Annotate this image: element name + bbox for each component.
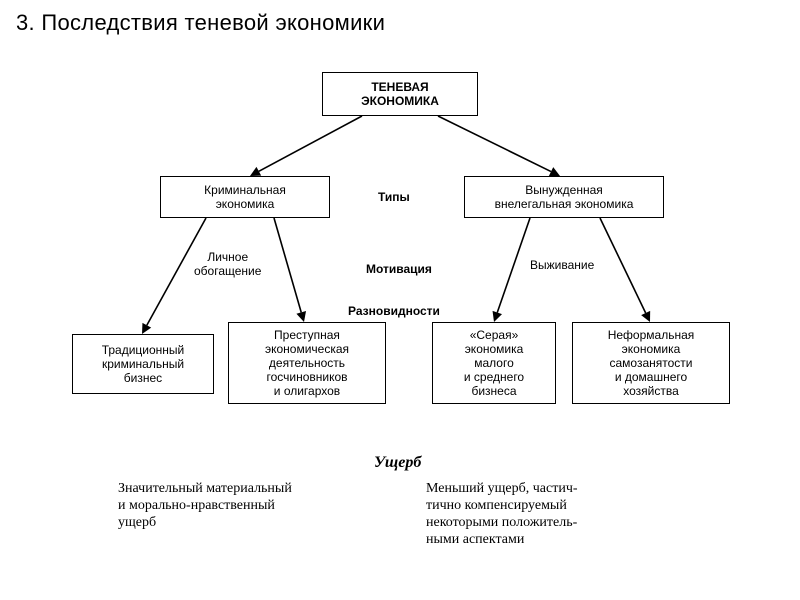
- node-root: ТЕНЕВАЯЭКОНОМИКА: [322, 72, 478, 116]
- node-leaf-2-label: Преступнаяэкономическаядеятельностьгосчи…: [265, 328, 349, 399]
- label-motivation-b: Выживание: [530, 258, 594, 272]
- node-type-forced: Вынужденнаявнелегальная экономика: [464, 176, 664, 218]
- damage-text-right: Меньший ущерб, частич-тично компенсируем…: [426, 480, 706, 548]
- label-motivation-a: Личноеобогащение: [194, 250, 261, 278]
- node-leaf-2: Преступнаяэкономическаядеятельностьгосчи…: [228, 322, 386, 404]
- label-motivation: Мотивация: [366, 262, 432, 276]
- node-leaf-1: Традиционныйкриминальныйбизнес: [72, 334, 214, 394]
- node-root-label: ТЕНЕВАЯЭКОНОМИКА: [361, 80, 439, 108]
- label-types: Типы: [378, 190, 410, 204]
- node-leaf-3: «Серая»экономикамалогои среднегобизнеса: [432, 322, 556, 404]
- node-leaf-3-label: «Серая»экономикамалогои среднегобизнеса: [464, 328, 524, 399]
- node-leaf-4-label: Неформальнаяэкономикасамозанятостии дома…: [608, 328, 695, 399]
- node-type-criminal-label: Криминальнаяэкономика: [204, 183, 286, 211]
- label-variety: Разновидности: [348, 304, 440, 318]
- node-type-criminal: Криминальнаяэкономика: [160, 176, 330, 218]
- page-title: 3. Последствия теневой экономики: [16, 10, 385, 36]
- node-leaf-4: Неформальнаяэкономикасамозанятостии дома…: [572, 322, 730, 404]
- damage-text-left: Значительный материальныйи морально-нрав…: [118, 480, 378, 531]
- node-type-forced-label: Вынужденнаявнелегальная экономика: [495, 183, 634, 211]
- node-leaf-1-label: Традиционныйкриминальныйбизнес: [102, 343, 185, 385]
- label-damage: Ущерб: [374, 454, 421, 472]
- stage: 3. Последствия теневой экономики ТЕНЕВАЯ…: [0, 0, 800, 600]
